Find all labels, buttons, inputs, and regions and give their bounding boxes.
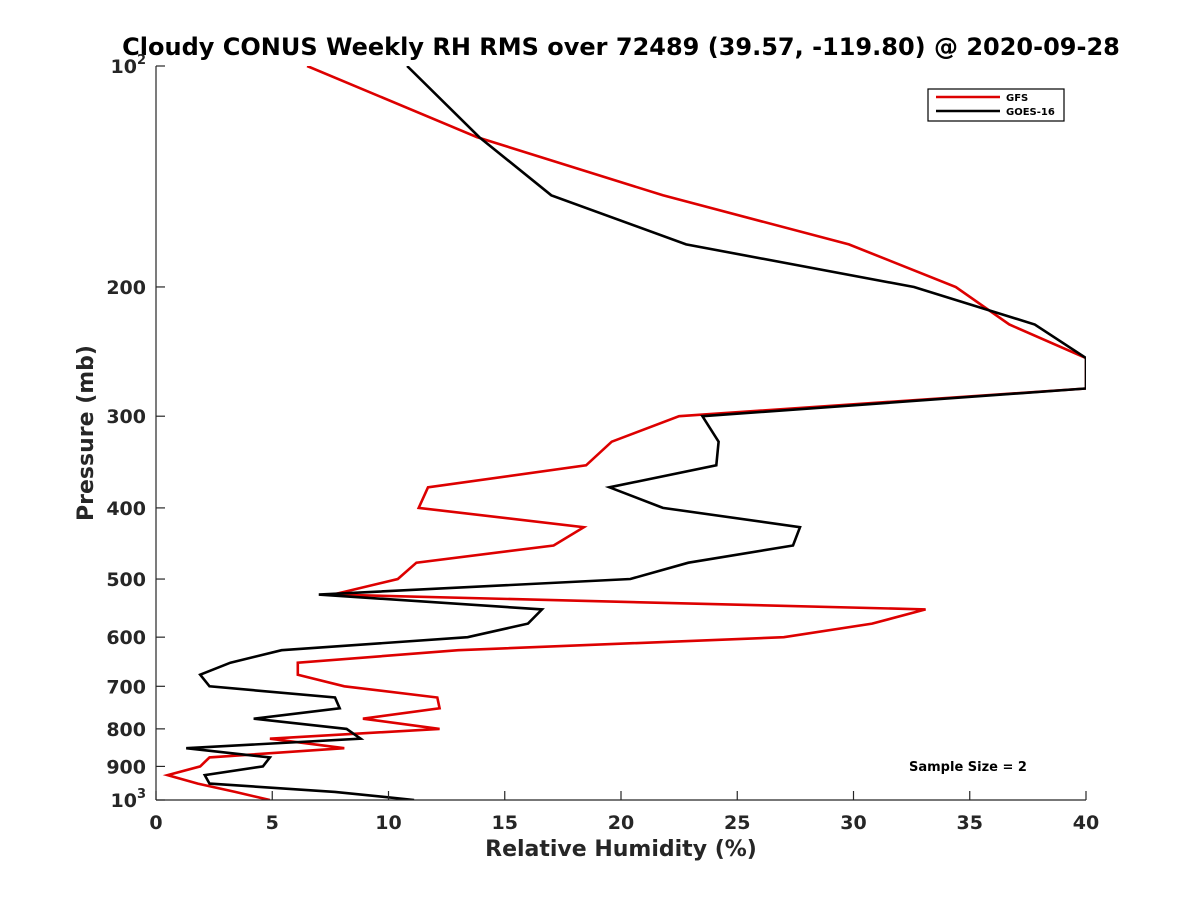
sample-size-annotation: Sample Size = 2 — [909, 760, 1027, 775]
series-line-gfs — [162, 66, 1086, 800]
y-tick-label: 500 — [106, 569, 146, 591]
y-tick-label: 800 — [106, 719, 146, 741]
y-tick-label: 600 — [106, 627, 146, 649]
x-axis-label: Relative Humidity (%) — [485, 837, 757, 862]
x-tick-label: 10 — [375, 812, 401, 834]
x-tick-label: 0 — [149, 812, 162, 834]
x-tick-label: 30 — [840, 812, 866, 834]
x-tick-label: 20 — [608, 812, 634, 834]
y-tick-label: 900 — [106, 756, 146, 778]
y-tick-label: 102 — [111, 53, 147, 78]
y-tick-label: 300 — [106, 406, 146, 428]
series-line-goes-16 — [186, 66, 1086, 800]
y-tick-label: 400 — [106, 498, 146, 520]
plot-area: 0 5 10 15 20 25 30 35 40 102 200 300 400 500 600 700 800… — [106, 53, 1099, 834]
legend-box — [927, 88, 1065, 122]
x-tick-label: 25 — [724, 812, 750, 834]
legend-label: GOES-16 — [1006, 107, 1055, 118]
x-tick-label: 15 — [492, 812, 518, 834]
legend-label: GFS — [1006, 93, 1028, 104]
y-tick-label: 700 — [106, 676, 146, 698]
chart-title: Cloudy CONUS Weekly RH RMS over 72489 (3… — [122, 33, 1120, 61]
y-tick-label: 103 — [111, 787, 147, 812]
x-tick-label: 40 — [1073, 812, 1099, 834]
x-tick-label: 35 — [957, 812, 983, 834]
x-tick-label: 5 — [266, 812, 279, 834]
y-tick-label: 200 — [106, 277, 146, 299]
y-axis-label: Pressure (mb) — [74, 345, 99, 521]
